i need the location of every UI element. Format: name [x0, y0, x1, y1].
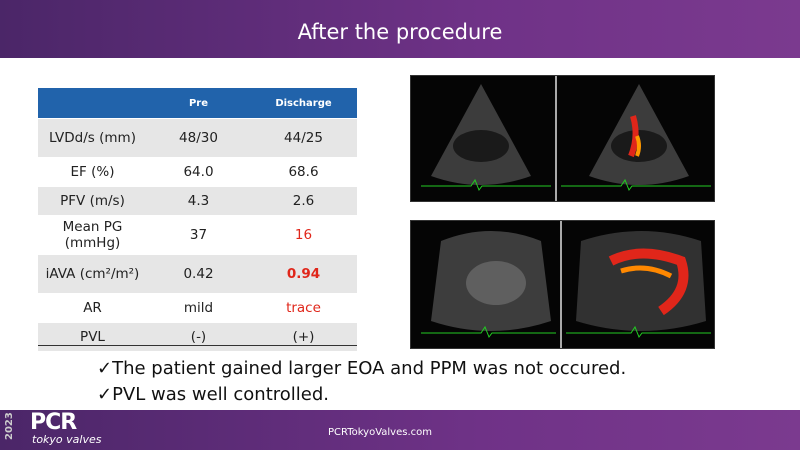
cell: (-): [147, 322, 250, 352]
cell: PFV (m/s): [38, 186, 147, 216]
echo-image: [410, 220, 715, 349]
results-table: Pre Discharge LVDd/s (mm) 48/30 44/25 EF (…: [38, 88, 357, 352]
cell: iAVA (cm²/m²): [38, 254, 147, 294]
header-cell: Discharge: [250, 88, 357, 119]
table-row: Mean PG (mmHg) 37 16: [38, 215, 357, 255]
table-row: PFV (m/s) 4.3 2.6: [38, 186, 357, 216]
cell: 48/30: [147, 118, 250, 158]
cell: 44/25: [250, 118, 357, 158]
footer-bar: [0, 410, 800, 450]
header-cell: [38, 88, 147, 119]
table-header: Pre Discharge: [38, 88, 357, 119]
slide-title: After the procedure: [297, 20, 503, 44]
cell: AR: [38, 293, 147, 323]
bullet: ✓The patient gained larger EOA and PPM w…: [97, 358, 627, 379]
header-cell: Pre: [147, 88, 250, 119]
table-row: AR mild trace: [38, 293, 357, 323]
cell: 4.3: [147, 186, 250, 216]
cell: Mean PG (mmHg): [38, 215, 147, 255]
footer-url: PCRTokyoValves.com: [327, 427, 433, 438]
echo-image: [410, 75, 715, 202]
cell: mild: [147, 293, 250, 323]
header-bar: [0, 0, 800, 58]
cell: 37: [147, 215, 250, 255]
cell: 68.6: [250, 157, 357, 187]
logo: PCR: [30, 410, 77, 435]
cell: PVL: [38, 322, 147, 352]
logo-sub: tokyo valves: [32, 433, 102, 446]
cell: 64.0: [147, 157, 250, 187]
cell: 0.42: [147, 254, 250, 294]
cell: 0.94: [250, 254, 357, 294]
cell: 2.6: [250, 186, 357, 216]
cell: EF (%): [38, 157, 147, 187]
cell: trace: [250, 293, 357, 323]
cell: LVDd/s (mm): [38, 118, 147, 158]
table-row: EF (%) 64.0 68.6: [38, 157, 357, 187]
table-row: iAVA (cm²/m²) 0.42 0.94: [38, 254, 357, 294]
table-row: LVDd/s (mm) 48/30 44/25: [38, 118, 357, 158]
table-rule: [38, 345, 357, 346]
table-row: PVL (-) (+): [38, 322, 357, 352]
cell: 16: [250, 215, 357, 255]
bullet: ✓PVL was well controlled.: [97, 384, 329, 405]
cell: (+): [250, 322, 357, 352]
